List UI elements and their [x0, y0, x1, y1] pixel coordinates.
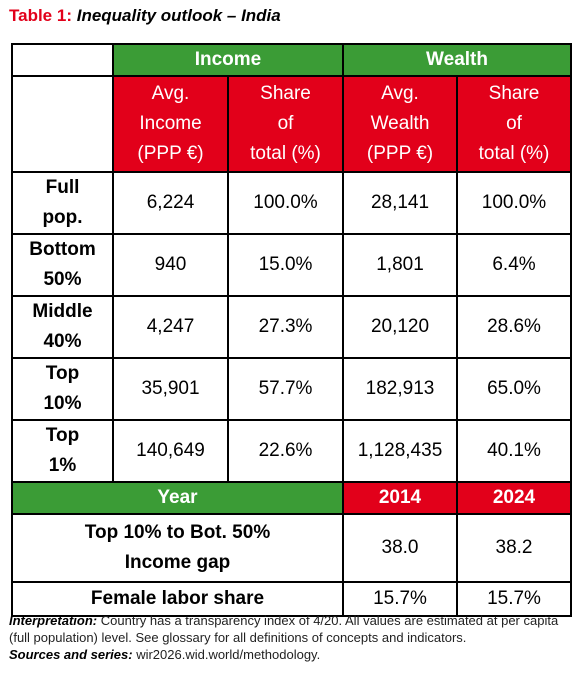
inequality-table: Income Wealth Avg. Income (PPP €) Share … — [11, 42, 572, 618]
table-row: Bottom 50% 940 15.0% 1,801 6.4% — [11, 233, 572, 298]
share-income-cell: 100.0% — [227, 171, 344, 236]
female-labor-2014: 15.7% — [342, 581, 458, 618]
avg-income-cell: 35,901 — [112, 357, 229, 422]
row-label: Bottom 50% — [11, 233, 114, 298]
sources-label: Sources and series: — [9, 647, 133, 662]
corner-cell — [11, 42, 114, 78]
row-label-line: 40% — [43, 331, 82, 353]
row-label-line: Bottom — [29, 239, 96, 261]
interpretation-text: Country has a transparency index of 4/20… — [9, 613, 559, 645]
female-labor-2024: 15.7% — [456, 581, 572, 618]
header-line: of — [277, 113, 294, 134]
header-line: Avg. — [381, 82, 419, 104]
table-row: Middle 40% 4,247 27.3% 20,120 28.6% — [11, 295, 572, 360]
share-wealth-header: Share of total (%) — [456, 75, 572, 174]
header-line: total (%) — [250, 143, 321, 165]
avg-income-header: Avg. Income (PPP €) — [112, 75, 229, 174]
share-wealth-cell: 28.6% — [456, 295, 572, 360]
share-income-cell: 22.6% — [227, 419, 344, 484]
header-line: Share — [488, 82, 540, 104]
income-header: Income — [112, 42, 344, 78]
row-label-line: 50% — [43, 269, 82, 291]
female-labor-label: Female labor share — [11, 581, 344, 618]
avg-income-cell: 940 — [112, 233, 229, 298]
income-gap-2014: 38.0 — [342, 513, 458, 584]
header-line: of — [506, 113, 522, 134]
row-label-line: Full — [45, 177, 80, 199]
label-header-cell — [11, 75, 114, 174]
header-line: (PPP €) — [366, 143, 434, 165]
row-label: Top 10% — [11, 357, 114, 422]
table-row: Top 1% 140,649 22.6% 1,128,435 40.1% — [11, 419, 572, 484]
header-line: Avg. — [151, 82, 190, 104]
avg-wealth-cell: 28,141 — [342, 171, 458, 236]
header-line: Wealth — [370, 113, 430, 134]
header-line: Share — [260, 82, 311, 104]
share-income-cell: 27.3% — [227, 295, 344, 360]
row-label: Top 1% — [11, 419, 114, 484]
table-notes: Interpretation: Country has a transparen… — [9, 612, 575, 663]
table-title: Table 1: Inequality outlook – India — [9, 6, 281, 26]
avg-wealth-cell: 182,913 — [342, 357, 458, 422]
year-label: Year — [11, 481, 344, 516]
row-label-line: pop. — [42, 207, 83, 229]
table-row: Top 10% 35,901 57.7% 182,913 65.0% — [11, 357, 572, 422]
income-gap-2024: 38.2 — [456, 513, 572, 584]
year-2014: 2014 — [342, 481, 458, 516]
share-wealth-cell: 100.0% — [456, 171, 572, 236]
row-label: Full pop. — [11, 171, 114, 236]
wealth-header: Wealth — [342, 42, 572, 78]
sources-text: wir2026.wid.world/methodology. — [136, 647, 321, 662]
interpretation-note: Interpretation: Country has a transparen… — [9, 612, 575, 646]
avg-wealth-cell: 20,120 — [342, 295, 458, 360]
header-line: total (%) — [478, 143, 550, 165]
row-label: Middle 40% — [11, 295, 114, 360]
gap-label-line: Income gap — [124, 552, 231, 574]
table-subtitle: Inequality outlook – India — [76, 6, 281, 25]
table-row: Full pop. 6,224 100.0% 28,141 100.0% — [11, 171, 572, 236]
income-gap-label: Top 10% to Bot. 50% Income gap — [11, 513, 344, 584]
share-wealth-cell: 40.1% — [456, 419, 572, 484]
header-line: Income — [139, 113, 202, 134]
gap-label-line: Top 10% to Bot. 50% — [84, 522, 271, 544]
share-wealth-cell: 65.0% — [456, 357, 572, 422]
year-2024: 2024 — [456, 481, 572, 516]
sources-note: Sources and series: wir2026.wid.world/me… — [9, 646, 575, 663]
header-line: (PPP €) — [137, 143, 204, 165]
avg-income-cell: 6,224 — [112, 171, 229, 236]
avg-income-cell: 4,247 — [112, 295, 229, 360]
share-income-cell: 15.0% — [227, 233, 344, 298]
avg-wealth-header: Avg. Wealth (PPP €) — [342, 75, 458, 174]
row-label-line: 1% — [48, 455, 77, 477]
row-label-line: Top — [45, 425, 80, 447]
table-number: Table 1: — [9, 6, 72, 25]
interpretation-label: Interpretation: — [9, 613, 98, 628]
share-income-header: Share of total (%) — [227, 75, 344, 174]
avg-wealth-cell: 1,128,435 — [342, 419, 458, 484]
row-label-line: Top — [45, 363, 80, 385]
avg-income-cell: 140,649 — [112, 419, 229, 484]
share-income-cell: 57.7% — [227, 357, 344, 422]
share-wealth-cell: 6.4% — [456, 233, 572, 298]
row-label-line: 10% — [43, 393, 82, 415]
row-label-line: Middle — [32, 301, 93, 323]
avg-wealth-cell: 1,801 — [342, 233, 458, 298]
